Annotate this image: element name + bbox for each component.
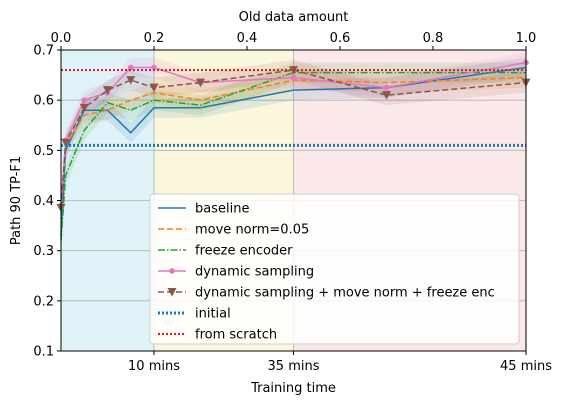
series-line-2 [60,71,526,241]
x-top-axis-title: Old data amount [239,10,349,25]
y-tick-label-4: 0.5 [33,144,54,159]
legend: baseline move norm=0.05 freeze encoder dyna… [149,193,520,345]
x-top-tick-label-1: 0.2 [144,31,165,46]
series-3-point-8 [383,84,390,91]
series-2 [60,71,526,241]
x-top-tick-label-4: 0.8 [423,31,444,46]
series-band-4 [61,60,526,219]
series-band-0 [61,57,526,246]
legend-entry-6: from scratch [158,328,277,343]
series-3-point-5 [151,64,157,71]
series-4-point-1 [61,138,71,148]
legend-entry-4: dynamic sampling + move norm + freeze en… [158,286,495,301]
series-4-point-4 [126,76,136,85]
legend-marker-3 [169,268,175,274]
series-lines [56,59,531,241]
x-tick-label-0: 10 mins [128,359,180,374]
legend-label-6: from scratch [195,328,277,343]
axes: 0.1 0.2 0.3 0.4 0.5 0.6 0.7 10 mins 35 mins 45 mi… [33,31,552,374]
x-top-tick-label-3: 0.6 [330,31,351,46]
series-3-point-7 [290,74,297,81]
y-tick-label-1: 0.2 [33,294,54,309]
y-tick-label-0: 0.1 [33,345,54,360]
legend-label-1: move norm=0.05 [195,223,309,238]
y-tick-label-3: 0.4 [33,194,54,209]
y-tick-label-2: 0.3 [33,244,54,259]
x-tick-label-1: 35 mins [268,359,320,374]
series-3-point-4 [127,64,134,71]
x-top-tick-label-2: 0.4 [237,31,258,46]
series-4-point-6 [196,78,205,88]
legend-label-4: dynamic sampling + move norm + freeze en… [195,286,495,301]
series-band-2 [61,62,526,251]
series-4-point-3 [103,86,112,95]
series-3-point-2 [81,97,88,103]
y-tick-label-5: 0.6 [33,94,54,109]
legend-entry-0: baseline [158,202,249,217]
legend-entry-1: move norm=0.05 [158,223,309,238]
x-top-tick-label-0: 0.0 [51,31,72,46]
x-axis-title: Training time [250,381,336,396]
legend-label-5: initial [195,307,231,322]
x-top-tick-label-5: 1.0 [516,31,537,46]
legend-label-0: baseline [195,202,249,217]
series-line-1 [60,76,527,211]
series-4-point-8 [382,91,391,100]
legend-entry-3: dynamic sampling [158,265,314,280]
legend-marker-4 [167,288,177,297]
legend-entry-5: initial [158,307,231,322]
series-4-point-2 [79,103,89,113]
legend-label-3: dynamic sampling [195,265,314,280]
legend-label-2: freeze encoder [195,244,293,259]
series-band-1 [61,67,526,221]
series-4-point-5 [149,83,159,93]
y-tick-label-6: 0.7 [33,44,54,59]
series-line-4 [60,69,527,209]
series-1 [60,76,527,211]
x-tick-label-2: 45 mins [500,359,552,374]
series-4 [56,66,531,213]
y-axis-title: Path 90 TP-F1 [9,156,24,245]
legend-box [149,193,520,345]
legend-entry-2: freeze encoder [158,244,293,259]
